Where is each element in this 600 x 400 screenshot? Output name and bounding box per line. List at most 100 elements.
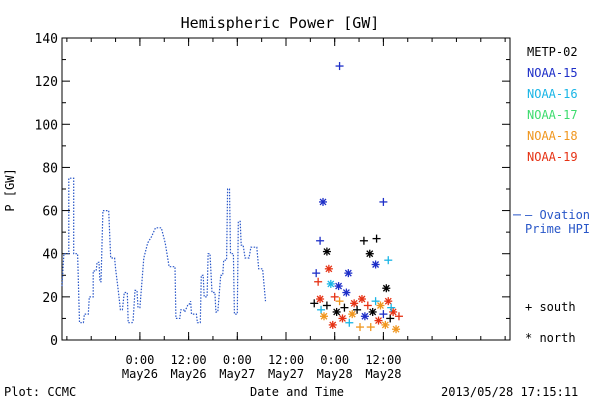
x-axis: 0:00May2612:00May260:00May2712:00May270:… — [66, 38, 506, 381]
marker-stroke — [389, 308, 397, 316]
y-tick-label: 0 — [50, 334, 58, 349]
marker-north — [334, 282, 343, 291]
x-tick-time: 12:00 — [365, 353, 401, 367]
marker-south — [394, 312, 403, 321]
x-axis-label: Date and Time — [250, 385, 344, 399]
x-tick-date: May27 — [219, 367, 255, 381]
y-tick-label: 120 — [35, 75, 58, 90]
marker-stroke — [377, 302, 384, 309]
legend-item: NOAA-15 — [527, 66, 578, 80]
marker-north — [384, 297, 393, 306]
marker-stroke — [361, 312, 369, 320]
y-tick-label: 40 — [42, 248, 58, 263]
marker-north — [357, 295, 366, 304]
legend-item: NOAA-18 — [527, 129, 578, 143]
legend-item: METP-02 — [527, 45, 578, 59]
marker-north — [322, 247, 331, 256]
legend: METP-02 NOAA-15 NOAA-16 NOAA-17 NOAA-18 NOAA-… — [527, 45, 578, 164]
x-tick-date: May28 — [365, 367, 401, 381]
y-tick-label: 80 — [42, 161, 58, 176]
plot-frame — [61, 37, 511, 341]
marker-north — [319, 312, 328, 321]
marker-north — [326, 279, 335, 288]
marker-south — [387, 303, 396, 312]
x-tick-time: 0:00 — [125, 353, 154, 367]
marker-stroke — [339, 314, 346, 322]
marker-stroke — [358, 295, 366, 303]
x-tick-date: May26 — [171, 367, 207, 381]
marker-south — [340, 303, 349, 312]
marker-south — [335, 297, 344, 306]
marker-north — [365, 249, 374, 258]
marker-north — [328, 320, 337, 329]
marker-north — [389, 307, 398, 316]
legend-item: NOAA-19 — [527, 150, 578, 164]
marker-south — [314, 277, 323, 286]
marker-south — [330, 292, 339, 301]
marker-north — [338, 314, 347, 323]
marker-north — [368, 307, 377, 316]
marker-north — [392, 325, 401, 334]
marker-north — [381, 320, 390, 329]
marker-south — [317, 305, 326, 314]
ovation-label-line1: – Ovation — [525, 208, 590, 222]
x-tick-time: 0:00 — [320, 353, 349, 367]
marker-stroke — [342, 289, 350, 297]
legend-item: NOAA-16 — [527, 87, 578, 101]
marker-north — [342, 288, 351, 297]
marker-stroke — [329, 321, 337, 329]
marker-north — [382, 284, 391, 293]
marker-south — [372, 234, 381, 243]
marker-south — [379, 197, 388, 206]
x-tick-date: May26 — [122, 367, 158, 381]
marker-north — [316, 295, 325, 304]
marker-south — [353, 305, 362, 314]
ovation-label-line2: Prime HPI — [525, 222, 590, 236]
marker-stroke — [382, 284, 390, 292]
marker-north — [344, 269, 353, 278]
marker-stroke — [344, 269, 352, 277]
marker-south — [310, 299, 319, 308]
x-tick-time: 12:00 — [171, 353, 207, 367]
marker-south — [379, 310, 388, 319]
marker-south — [335, 62, 344, 71]
y-tick-label: 140 — [35, 32, 58, 47]
marker-north — [360, 312, 369, 321]
marker-south — [371, 297, 380, 306]
marker-stroke — [392, 325, 400, 333]
marker-north — [324, 264, 333, 273]
chart-title: Hemispheric Power [GW] — [181, 14, 380, 32]
marker-north — [319, 197, 328, 206]
y-tick-label: 20 — [42, 291, 58, 306]
marker-south — [386, 314, 395, 323]
marker-north — [376, 301, 385, 310]
y-axis-label: P [GW] — [3, 168, 17, 211]
symbol-north-label: * north — [525, 331, 576, 345]
legend-item: NOAA-17 — [527, 108, 578, 122]
marker-north — [350, 299, 359, 308]
marker-stroke — [350, 299, 358, 307]
marker-south — [363, 301, 372, 310]
marker-stroke — [366, 250, 374, 258]
marker-stroke — [319, 198, 327, 206]
marker-south — [312, 269, 321, 278]
marker-north — [348, 310, 357, 319]
y-tick-label: 100 — [35, 118, 58, 133]
marker-stroke — [381, 321, 389, 329]
marker-stroke — [320, 312, 328, 320]
marker-south — [366, 323, 375, 332]
symbol-south-label: + south — [525, 300, 576, 314]
marker-stroke — [335, 282, 343, 290]
x-tick-date: May28 — [317, 367, 353, 381]
marker-north — [374, 316, 383, 325]
x-tick-time: 0:00 — [223, 353, 252, 367]
marker-stroke — [384, 297, 392, 305]
satellite-markers — [310, 62, 403, 334]
marker-stroke — [372, 261, 380, 268]
ovation-series — [61, 177, 267, 324]
marker-stroke — [323, 248, 331, 256]
ovation-line — [61, 177, 267, 324]
marker-stroke — [375, 317, 382, 325]
marker-stroke — [316, 295, 324, 303]
marker-north — [332, 307, 341, 316]
